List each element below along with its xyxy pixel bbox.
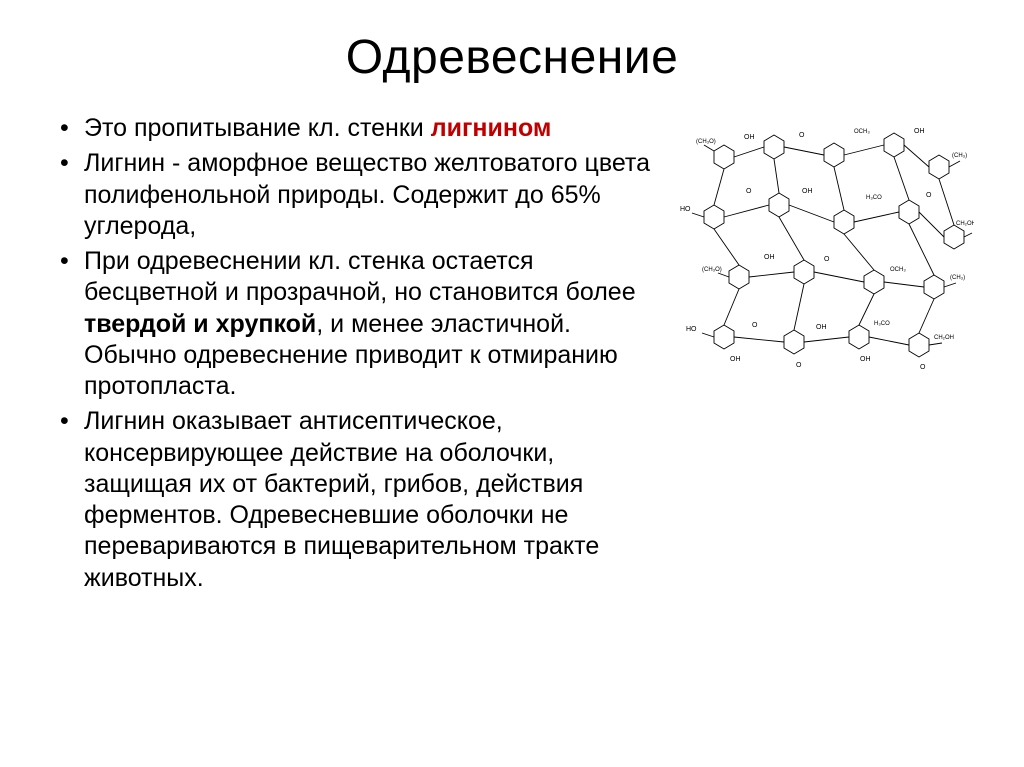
svg-text:(CH₃O): (CH₃O) xyxy=(696,139,716,145)
svg-text:HO: HO xyxy=(680,206,691,213)
svg-text:H₃CO: H₃CO xyxy=(866,195,882,201)
slide-title: Одревеснение xyxy=(50,30,974,85)
lignin-molecule-icon: (CH₃O) OH O OCH₃ OH (CH₃) HO O OH H₃CO O… xyxy=(674,121,974,381)
svg-text:(CH₃O): (CH₃O) xyxy=(702,267,722,273)
svg-text:(CH₃): (CH₃) xyxy=(952,153,967,159)
svg-text:OH: OH xyxy=(860,356,871,363)
svg-text:O: O xyxy=(796,362,802,369)
bullet-3-bold: твердой и хрупкой xyxy=(84,310,316,338)
bullet-1-highlight: лигнином xyxy=(431,114,552,142)
svg-text:O: O xyxy=(920,364,926,371)
content-row: Это пропитывание кл. стенки лигнином Лиг… xyxy=(50,113,974,598)
svg-text:OCH₃: OCH₃ xyxy=(890,267,906,273)
svg-text:O: O xyxy=(752,322,758,329)
bullet-1-text-a: Это пропитывание кл. стенки xyxy=(84,114,431,142)
bullet-2-text: Лигнин - аморфное вещество желтоватого ц… xyxy=(84,149,650,240)
bullet-2: Лигнин - аморфное вещество желтоватого ц… xyxy=(50,148,664,242)
svg-text:O: O xyxy=(824,256,830,263)
bullet-list: Это пропитывание кл. стенки лигнином Лиг… xyxy=(50,113,664,598)
svg-text:O: O xyxy=(799,132,805,139)
svg-text:OH: OH xyxy=(816,324,827,331)
svg-text:OCH₃: OCH₃ xyxy=(854,129,870,135)
bullet-4-text: Лигнин оказывает антисептическое, консер… xyxy=(84,407,599,591)
lignin-structure-figure: (CH₃O) OH O OCH₃ OH (CH₃) HO O OH H₃CO O… xyxy=(674,121,974,386)
svg-text:OH: OH xyxy=(914,128,925,135)
svg-text:O: O xyxy=(926,192,932,199)
bullet-3: При одревеснении кл. стенка остается бес… xyxy=(50,246,664,402)
svg-text:(CH₃): (CH₃) xyxy=(950,275,965,281)
svg-text:OH: OH xyxy=(802,188,813,195)
svg-text:H₃CO: H₃CO xyxy=(874,321,890,327)
svg-text:HO: HO xyxy=(686,326,697,333)
svg-text:OH: OH xyxy=(744,134,755,141)
bullet-3-text-a: При одревеснении кл. стенка остается бес… xyxy=(84,247,636,306)
bullet-1: Это пропитывание кл. стенки лигнином xyxy=(50,113,664,144)
svg-text:CH₂OH: CH₂OH xyxy=(934,335,954,341)
bullet-4: Лигнин оказывает антисептическое, консер… xyxy=(50,406,664,594)
slide: Одревеснение Это пропитывание кл. стенки… xyxy=(0,0,1024,767)
svg-text:OH: OH xyxy=(764,254,775,261)
svg-text:CH₂OH: CH₂OH xyxy=(956,221,974,227)
svg-text:OH: OH xyxy=(730,356,741,363)
svg-text:O: O xyxy=(746,188,752,195)
